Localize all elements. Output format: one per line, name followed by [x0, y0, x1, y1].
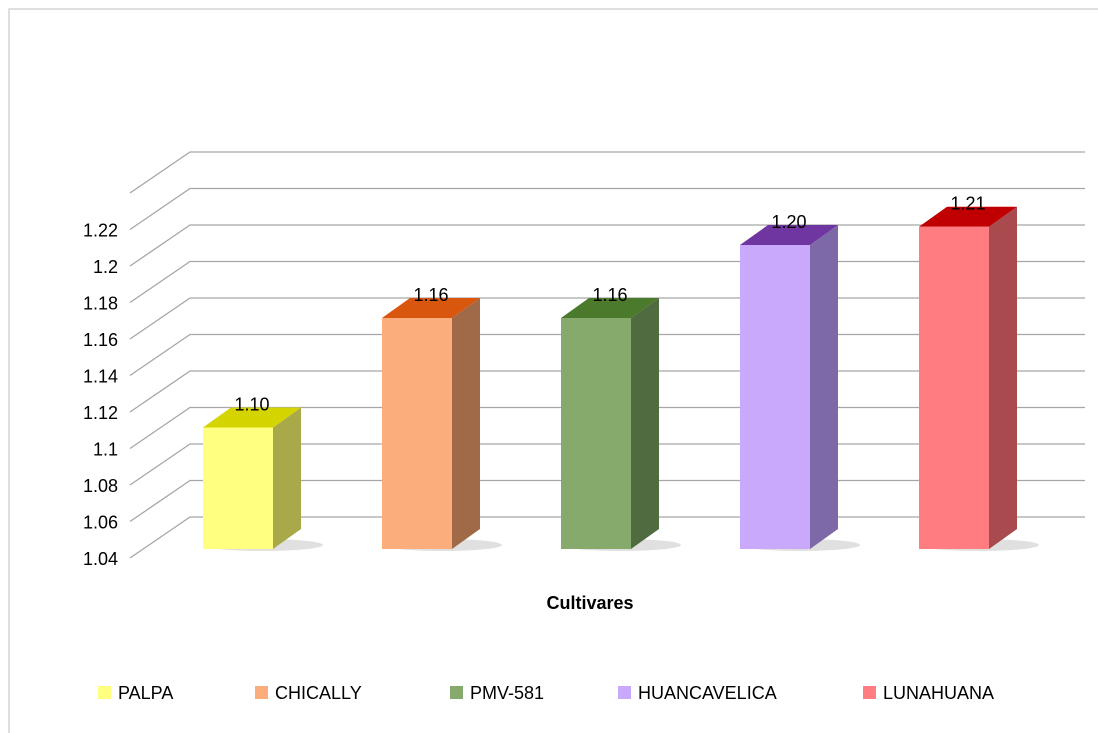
bar-side: [810, 225, 838, 549]
x-axis-label: Cultivares: [546, 593, 633, 613]
legend-label: CHICALLY: [275, 683, 362, 703]
y-tick-label: 1.06: [83, 512, 118, 532]
bar: [561, 318, 631, 549]
y-tick-label: 1.12: [83, 403, 118, 423]
bar-side: [273, 407, 301, 549]
bar-top: [561, 298, 659, 318]
value-label: 1.21: [950, 194, 985, 214]
y-tick-label: 1.08: [83, 476, 118, 496]
legend-label: LUNAHUANA: [883, 683, 994, 703]
grid-line: [129, 151, 1085, 194]
bar-top: [740, 225, 838, 245]
legend-label: PALPA: [118, 683, 173, 703]
y-tick-label: 1.1: [93, 439, 118, 459]
bar: [203, 427, 273, 549]
legend-swatch: [863, 686, 876, 699]
bar-side: [989, 206, 1017, 549]
legend-swatch: [618, 686, 631, 699]
bar-top: [203, 407, 301, 428]
bar: [919, 226, 989, 549]
value-label: 1.16: [413, 285, 448, 305]
legend-label: PMV-581: [470, 683, 544, 703]
y-tick-label: 1.14: [83, 366, 118, 386]
bar-side: [631, 298, 659, 549]
legend-swatch: [98, 686, 111, 699]
bar: [382, 318, 452, 549]
grid-line: [129, 187, 1085, 231]
chart-border: [8, 8, 1098, 733]
y-tick-label: 1.16: [83, 330, 118, 350]
y-tick-label: 1.18: [83, 293, 118, 313]
y-tick-label: 1.22: [83, 220, 118, 240]
legend-label: HUANCAVELICA: [638, 683, 777, 703]
y-tick-label: 1.04: [83, 549, 118, 569]
y-tick-label: 1.2: [93, 257, 118, 277]
value-label: 1.20: [771, 212, 806, 232]
value-label: 1.16: [592, 285, 627, 305]
bar-side: [452, 298, 480, 549]
value-label: 1.10: [234, 394, 269, 414]
bar-top: [382, 298, 480, 318]
legend-swatch: [255, 686, 268, 699]
legend-swatch: [450, 686, 463, 699]
bar-top: [919, 206, 1017, 227]
bar: [740, 245, 810, 549]
